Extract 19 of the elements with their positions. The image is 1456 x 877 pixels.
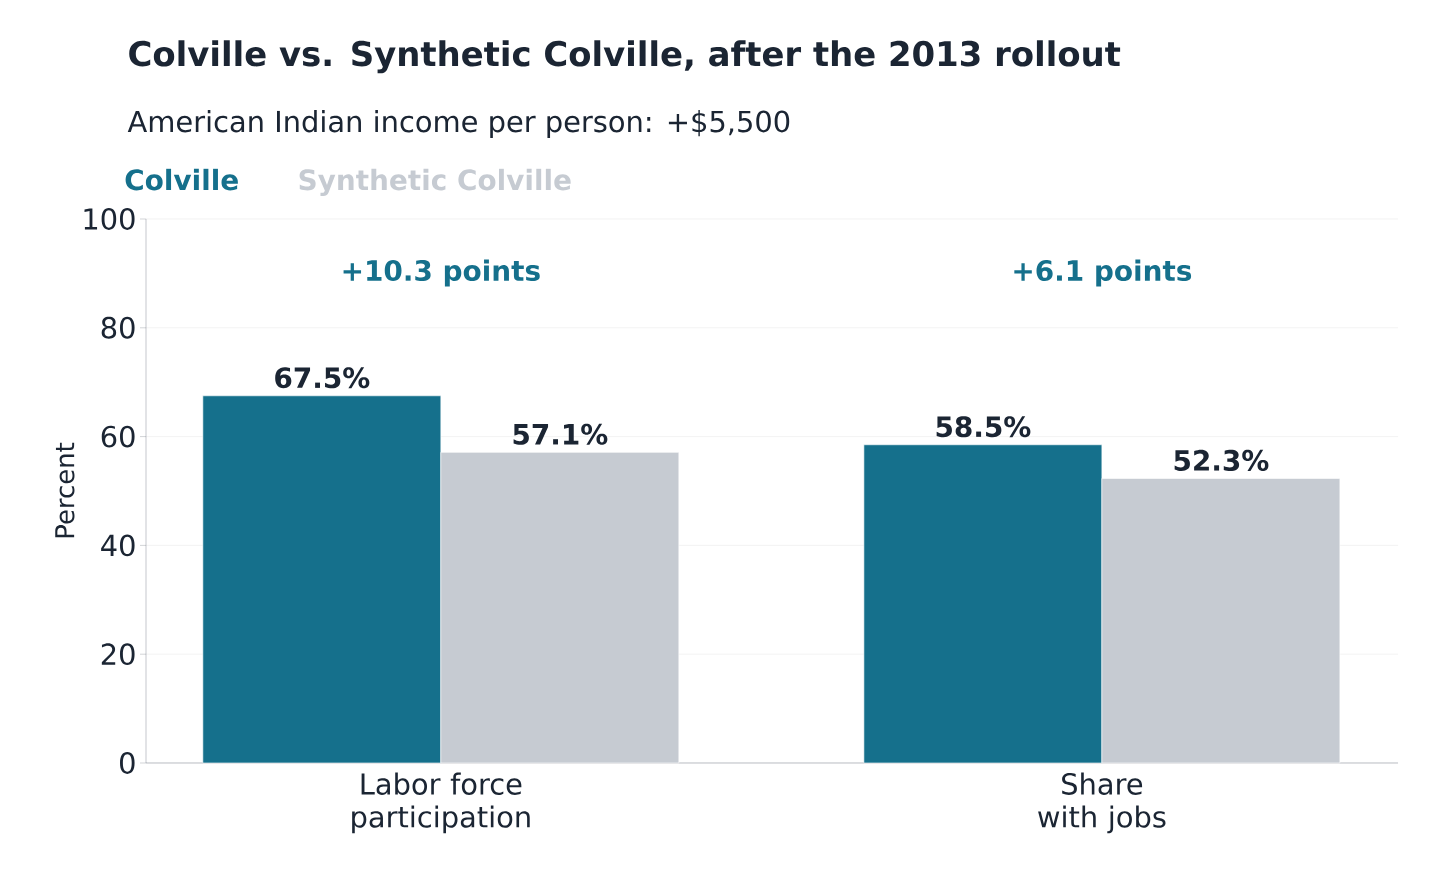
annotation: +10.3 points — [343, 259, 540, 287]
annotation: +6.1 points — [1014, 259, 1192, 287]
x-tick-label: Labor force participation — [352, 772, 530, 834]
y-tick-label: 80 — [101, 316, 135, 339]
y-axis-title: Percent — [55, 442, 75, 538]
data-label: 67.5% — [275, 367, 370, 389]
data-label: 58.5% — [936, 416, 1031, 438]
y-tick-label: 0 — [120, 752, 135, 774]
data-label: 57.1% — [513, 423, 608, 445]
text: Colville — [125, 168, 238, 191]
y-tick-label: 20 — [101, 643, 135, 666]
text: Synthetic Colville — [299, 168, 571, 197]
y-tick-label: 100 — [84, 208, 135, 230]
y-tick-label: 40 — [101, 534, 135, 557]
x-tick-label: Share with jobs — [1038, 772, 1166, 834]
data-label: 52.3% — [1174, 449, 1269, 471]
chart-subtitle: American Indian income per person: +$5,500 — [127, 110, 790, 139]
chart-title: Colville vs. Synthetic Colville, after the 2013 rollout — [129, 40, 1121, 74]
y-tick-label: 60 — [101, 425, 135, 448]
